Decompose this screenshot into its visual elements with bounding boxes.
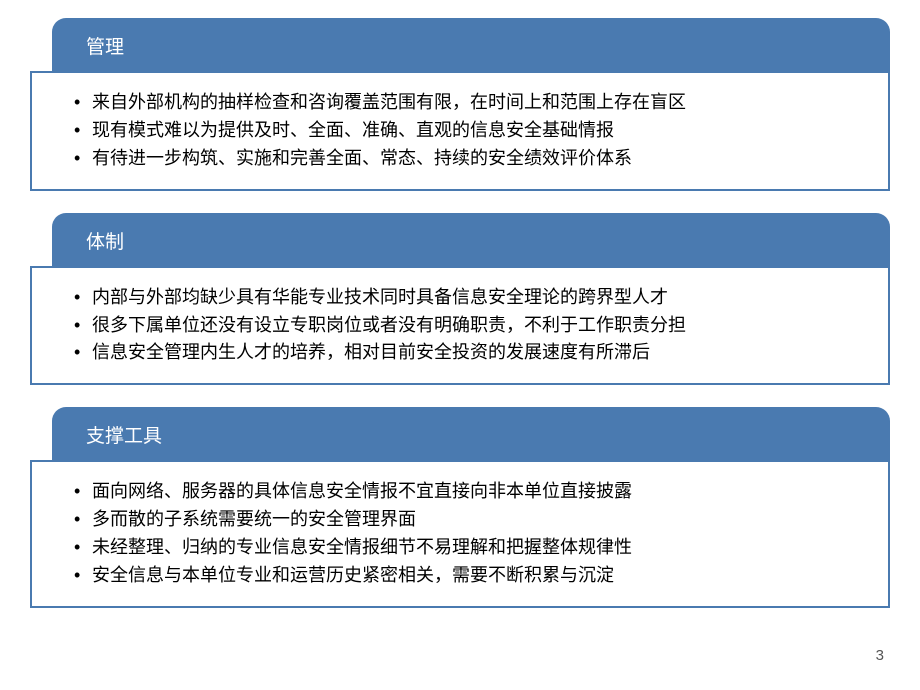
bullet-item: 内部与外部均缺少具有华能专业技术同时具备信息安全理论的跨界型人才: [72, 284, 864, 312]
section-tools: 支撑工具 面向网络、服务器的具体信息安全情报不宜直接向非本单位直接披露 多而散的…: [30, 407, 890, 608]
bullet-item: 来自外部机构的抽样检查和咨询覆盖范围有限，在时间上和范围上存在盲区: [72, 89, 864, 117]
bullet-item: 很多下属单位还没有设立专职岗位或者没有明确职责，不利于工作职责分担: [72, 312, 864, 340]
section-system: 体制 内部与外部均缺少具有华能专业技术同时具备信息安全理论的跨界型人才 很多下属…: [30, 213, 890, 386]
section-content: 面向网络、服务器的具体信息安全情报不宜直接向非本单位直接披露 多而散的子系统需要…: [30, 460, 890, 608]
bullet-list: 内部与外部均缺少具有华能专业技术同时具备信息安全理论的跨界型人才 很多下属单位还…: [72, 284, 864, 368]
bullet-list: 面向网络、服务器的具体信息安全情报不宜直接向非本单位直接披露 多而散的子系统需要…: [72, 478, 864, 590]
bullet-item: 信息安全管理内生人才的培养，相对目前安全投资的发展速度有所滞后: [72, 339, 864, 367]
bullet-list: 来自外部机构的抽样检查和咨询覆盖范围有限，在时间上和范围上存在盲区 现有模式难以…: [72, 89, 864, 173]
bullet-item: 未经整理、归纳的专业信息安全情报细节不易理解和把握整体规律性: [72, 534, 864, 562]
bullet-item: 安全信息与本单位专业和运营历史紧密相关，需要不断积累与沉淀: [72, 562, 864, 590]
bullet-item: 有待进一步构筑、实施和完善全面、常态、持续的安全绩效评价体系: [72, 145, 864, 173]
section-content: 来自外部机构的抽样检查和咨询覆盖范围有限，在时间上和范围上存在盲区 现有模式难以…: [30, 71, 890, 191]
bullet-item: 多而散的子系统需要统一的安全管理界面: [72, 506, 864, 534]
section-management: 管理 来自外部机构的抽样检查和咨询覆盖范围有限，在时间上和范围上存在盲区 现有模…: [30, 18, 890, 191]
section-content: 内部与外部均缺少具有华能专业技术同时具备信息安全理论的跨界型人才 很多下属单位还…: [30, 266, 890, 386]
page-number: 3: [876, 647, 884, 664]
bullet-item: 面向网络、服务器的具体信息安全情报不宜直接向非本单位直接披露: [72, 478, 864, 506]
bullet-item: 现有模式难以为提供及时、全面、准确、直观的信息安全基础情报: [72, 117, 864, 145]
